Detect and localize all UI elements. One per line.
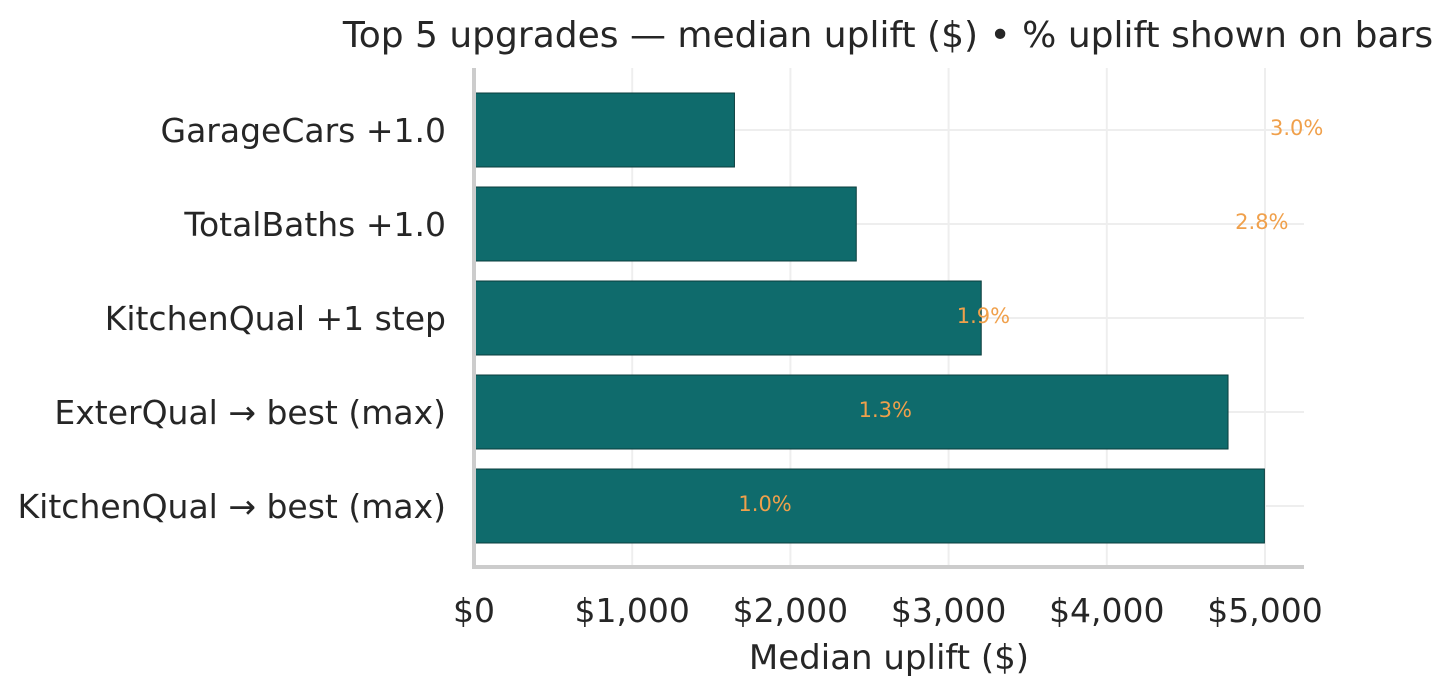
x-tick-label: $4,000 (1049, 591, 1164, 630)
bar (474, 468, 1265, 544)
bars (474, 92, 1265, 544)
category-label: KitchenQual → best (max) (18, 487, 446, 526)
bar (474, 374, 1229, 450)
category-label: TotalBaths +1.0 (183, 205, 446, 244)
category-label: KitchenQual +1 step (105, 299, 446, 338)
x-tick-label: $5,000 (1207, 591, 1322, 630)
chart-title: Top 5 upgrades — median uplift ($) • % u… (342, 15, 1433, 56)
x-tick-label: $1,000 (574, 591, 689, 630)
pct-label: 1.3% (859, 398, 912, 422)
x-tick-label: $2,000 (733, 591, 848, 630)
x-axis-label: Median uplift ($) (749, 638, 1029, 678)
bar (474, 186, 857, 262)
x-tick-label: $3,000 (891, 591, 1006, 630)
pct-label: 3.0% (1270, 116, 1323, 140)
pct-label: 1.0% (738, 492, 791, 516)
pct-label: 2.8% (1235, 210, 1288, 234)
category-label: ExterQual → best (max) (54, 393, 446, 432)
axes (472, 68, 1304, 569)
category-label: GarageCars +1.0 (161, 111, 446, 150)
bar (474, 92, 735, 168)
x-tick-label: $0 (453, 591, 495, 630)
pct-label: 1.9% (957, 304, 1010, 328)
bar (474, 280, 982, 356)
labels: GarageCars +1.0 3.0% TotalBaths +1.0 2.8% Ki… (18, 111, 1324, 630)
